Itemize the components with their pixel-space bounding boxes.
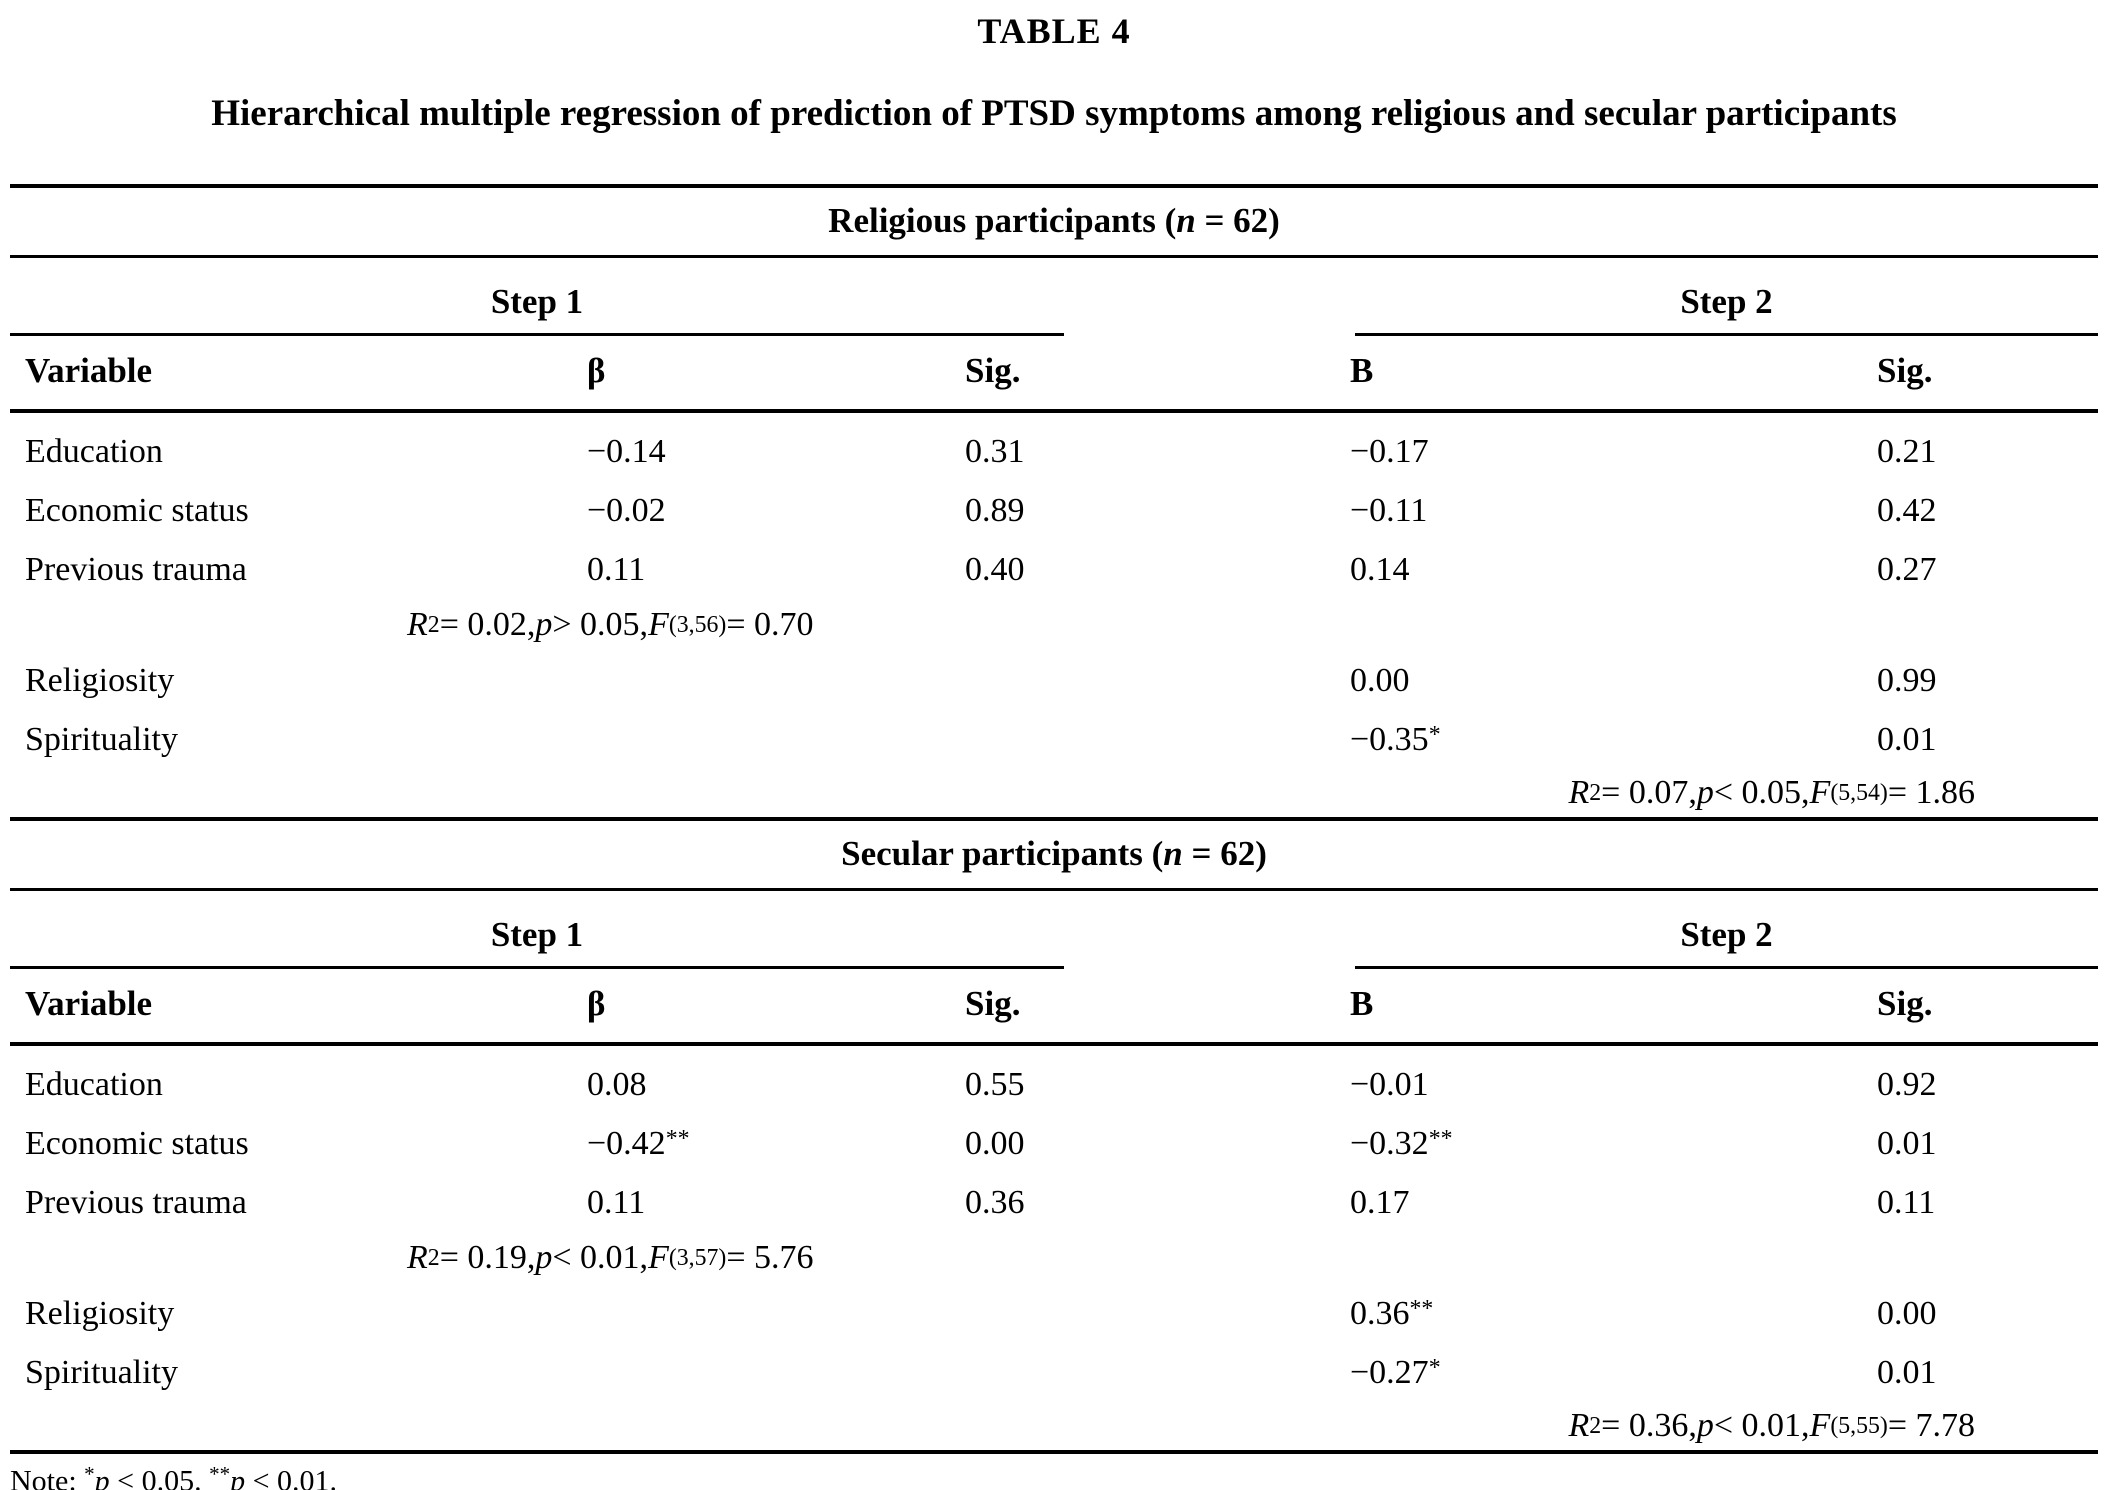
cell-sig-step2: 0.01 [1877,1353,1937,1391]
cell-b: 0.17 [1350,1183,1410,1221]
cell-b: 0.36** [1350,1294,1434,1332]
cell-variable: Spirituality [25,1353,178,1391]
section-header-religious: Religious participants (n = 62) [10,188,2098,258]
col-header-sig-step1: Sig. [965,984,1021,1023]
col-header-variable: Variable [25,351,153,390]
cell-sig-step1: 0.89 [965,491,1025,529]
cell-sig-step1: 0.40 [965,550,1025,588]
section-secular-body: Education 0.08 0.55 −0.01 0.92 Economic … [10,1046,2098,1450]
cell-sig-step1: 0.55 [965,1065,1025,1103]
steps-row: Step 1 Step 2 [10,891,2098,969]
divider-section [10,817,2098,821]
section-religious-body: Education −0.14 0.31 −0.17 0.21 Economic… [10,413,2098,817]
cell-sig-step1: 0.31 [965,432,1025,470]
cell-sig-step2: 0.11 [1877,1183,1936,1221]
table-row: Religiosity 0.00 0.99 [10,651,2098,710]
section-header-secular: Secular participants (n = 62) [10,821,2098,891]
cell-sig-step1: 0.00 [965,1124,1025,1162]
col-header-b: B [1350,351,1374,390]
col-header-beta: β [587,984,606,1023]
cell-b: −0.01 [1350,1065,1429,1103]
cell-beta: −0.14 [587,432,666,470]
divider-bottom [10,1450,2098,1454]
table-row: Spirituality −0.35* 0.01 [10,710,2098,769]
table-row: Previous trauma 0.11 0.40 0.14 0.27 [10,540,2098,599]
table-row: Economic status −0.02 0.89 −0.11 0.42 [10,481,2098,540]
regression-table: Religious participants (n = 62) Step 1 S… [10,184,2098,1454]
cell-b: −0.27* [1350,1353,1441,1391]
step2-header: Step 2 [1355,891,2098,969]
column-header-row: Variable β Sig. B Sig. [10,336,2098,413]
col-header-variable: Variable [25,984,153,1023]
page-content: TABLE 4 Hierarchical multiple regression… [0,10,2108,1454]
cell-b: 0.14 [1350,550,1410,588]
col-header-sig-step2: Sig. [1877,984,1933,1023]
cell-variable: Religiosity [25,661,175,699]
steps-row: Step 1 Step 2 [10,258,2098,336]
cell-b: −0.32** [1350,1124,1453,1162]
col-header-sig-step1: Sig. [965,351,1021,390]
cell-sig-step2: 0.42 [1877,491,1937,529]
cell-variable: Previous trauma [25,550,247,588]
col-header-sig-step2: Sig. [1877,351,1933,390]
table-row: Education −0.14 0.31 −0.17 0.21 [10,422,2098,481]
cell-sig-step2: 0.01 [1877,1124,1937,1162]
cell-variable: Education [25,1065,163,1103]
cell-variable: Economic status [25,1124,249,1162]
col-header-beta: β [587,351,606,390]
cell-sig-step2: 0.99 [1877,661,1937,699]
cell-b: −0.11 [1350,491,1428,529]
cell-sig-step2: 0.27 [1877,550,1937,588]
step1-header: Step 1 [10,891,1064,969]
column-header-row: Variable β Sig. B Sig. [10,969,2098,1046]
table-note: Note: *p < 0.05. **p < 0.01. [10,1462,337,1490]
cell-variable: Previous trauma [25,1183,247,1221]
cell-sig-step1: 0.36 [965,1183,1025,1221]
table-row: Economic status −0.42** 0.00 −0.32** 0.0… [10,1114,2098,1173]
cell-sig-step2: 0.00 [1877,1294,1937,1332]
table-number-title: TABLE 4 [977,11,1131,51]
divider-top [10,184,2098,188]
cell-variable: Spirituality [25,720,178,758]
col-header-b: B [1350,984,1374,1023]
cell-sig-step2: 0.92 [1877,1065,1937,1103]
cell-beta: −0.02 [587,491,666,529]
cell-beta: 0.08 [587,1065,647,1103]
cell-b: −0.35* [1350,720,1441,758]
cell-variable: Religiosity [25,1294,175,1332]
cell-beta: 0.11 [587,550,646,588]
table-row: Previous trauma 0.11 0.36 0.17 0.11 [10,1173,2098,1232]
step2-header: Step 2 [1355,258,2098,336]
cell-beta: 0.11 [587,1183,646,1221]
cell-variable: Education [25,432,163,470]
cell-sig-step2: 0.01 [1877,720,1937,758]
cell-sig-step2: 0.21 [1877,432,1937,470]
cell-beta: −0.42** [587,1124,690,1162]
table-row: Education 0.08 0.55 −0.01 0.92 [10,1055,2098,1114]
table-caption: Hierarchical multiple regression of pred… [211,93,1897,134]
cell-b: 0.00 [1350,661,1410,699]
step1-header: Step 1 [10,258,1064,336]
cell-b: −0.17 [1350,432,1429,470]
cell-variable: Economic status [25,491,249,529]
table-row: Spirituality −0.27* 0.01 [10,1343,2098,1402]
table-row: Religiosity 0.36** 0.00 [10,1284,2098,1343]
